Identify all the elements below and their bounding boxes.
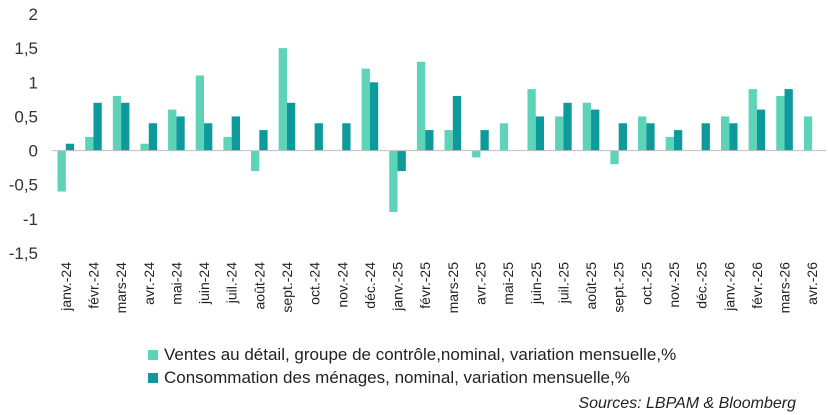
bar-series-2 (314, 123, 323, 151)
bar-series-2 (756, 109, 766, 151)
bar-series-1 (251, 150, 260, 172)
legend-item-household-consumption: Consommation des ménages, nominal, varia… (148, 366, 676, 389)
bar-series-2 (618, 123, 627, 151)
bar-series-2 (148, 123, 158, 151)
bar-series-1 (665, 136, 674, 151)
bar-series-1 (748, 89, 757, 151)
x-tick-label: juin-24 (196, 262, 212, 305)
x-tick-label: févr.-26 (749, 262, 765, 309)
bar-series-2 (397, 150, 406, 172)
bar-series-2 (204, 123, 213, 151)
bar-series-1 (168, 109, 177, 151)
y-tick-label: -1 (23, 210, 38, 229)
bar-series-2 (93, 102, 102, 151)
bar-series-1 (416, 61, 426, 151)
bar-series-1 (638, 116, 647, 151)
y-tick-label: 2 (29, 5, 38, 24)
legend: Ventes au détail, groupe de contrôle,nom… (148, 343, 676, 389)
bar-series-1 (85, 136, 94, 151)
x-tick-label: juil.-25 (555, 262, 571, 304)
x-tick-label: août-25 (583, 262, 599, 310)
bar-series-2 (65, 143, 75, 151)
x-tick-label: déc.-25 (694, 262, 710, 309)
x-tick-label: janv.-25 (390, 262, 406, 312)
bar-series-2 (121, 102, 130, 151)
x-tick-label: avr.-25 (472, 262, 488, 305)
bar-series-2 (673, 130, 683, 151)
x-tick-label: mars-24 (113, 262, 129, 314)
bar-series-2 (452, 95, 462, 151)
y-tick-label: -1,5 (9, 244, 38, 263)
bar-series-1 (361, 68, 370, 151)
bar-series-2 (259, 130, 268, 151)
bar-series-2 (342, 123, 351, 151)
x-tick-label: févr.-24 (85, 262, 101, 309)
bar-series-2 (286, 102, 296, 151)
bar-series-1 (140, 143, 149, 151)
x-tick-label: avr.-26 (804, 262, 820, 305)
x-tick-label: sept.-24 (279, 262, 295, 313)
y-tick-label: 0,5 (14, 107, 38, 126)
x-tick-label: févr.-25 (417, 262, 433, 309)
bar-series-2 (563, 102, 572, 151)
bar-series-2 (231, 116, 240, 151)
bar-series-2 (369, 82, 379, 151)
x-tick-label: oct.-24 (307, 262, 323, 305)
bar-series-2 (480, 130, 489, 151)
y-axis: -1,5 -1 -0,5 0 0,5 1 1,5 2 (9, 5, 38, 263)
legend-swatch-retail-sales (148, 349, 158, 360)
bar-series-1 (112, 95, 122, 151)
x-tick-label: juil.-24 (224, 262, 240, 304)
y-tick-label: 1,5 (14, 39, 38, 58)
x-tick-label: janv.-24 (58, 262, 74, 312)
x-axis: janv.-24 févr.-24 mars-24 avr.-24 mai-24 juin… (58, 262, 820, 314)
bar-series-1 (278, 48, 287, 151)
bar-series-2 (784, 89, 793, 151)
bar-series-1 (610, 150, 619, 165)
y-tick-label: -0,5 (9, 176, 38, 195)
y-tick-label: 0 (29, 142, 38, 161)
y-tick-label: 1 (29, 73, 38, 92)
source-note: Sources: LBPAM & Bloomberg (578, 395, 796, 412)
bar-series-2 (535, 116, 545, 151)
bar-series-1 (555, 116, 564, 151)
bar-series-2 (176, 116, 185, 151)
bar-series-1 (527, 89, 536, 151)
x-tick-label: déc.-24 (362, 262, 378, 309)
bar-series-1 (223, 136, 232, 151)
x-tick-label: janv.-26 (721, 262, 737, 312)
x-tick-label: mai-24 (168, 262, 184, 305)
x-tick-label: mars-26 (777, 262, 793, 314)
legend-item-retail-sales: Ventes au détail, groupe de contrôle,nom… (148, 343, 676, 366)
bar-series-2 (591, 109, 600, 151)
legend-label-household-consumption: Consommation des ménages, nominal, varia… (164, 367, 630, 387)
x-tick-label: août-24 (251, 262, 267, 310)
legend-swatch-household-consumption (148, 372, 158, 383)
bar-series-2 (646, 123, 655, 151)
x-tick-label: oct.-25 (638, 262, 654, 305)
x-tick-label: mars-25 (445, 262, 461, 314)
bars (57, 48, 813, 213)
bar-series-1 (720, 116, 730, 151)
bar-series-1 (499, 123, 509, 151)
bar-chart: -1,5 -1 -0,5 0 0,5 1 1,5 2 janv.-24 févr.-24 mars… (9, 5, 826, 314)
bar-series-2 (425, 130, 434, 151)
bar-series-1 (472, 150, 481, 158)
legend-label-retail-sales: Ventes au détail, groupe de contrôle,nom… (164, 344, 677, 364)
x-tick-label: avr.-24 (141, 262, 157, 305)
x-tick-label: nov.-25 (666, 262, 682, 308)
x-tick-label: mai-25 (500, 262, 516, 305)
bar-series-1 (444, 130, 453, 151)
bar-series-1 (776, 95, 785, 151)
x-tick-label: sept.-25 (611, 262, 627, 313)
bar-series-1 (57, 150, 66, 192)
bar-series-1 (582, 102, 592, 151)
x-tick-label: nov.-24 (334, 262, 350, 308)
bar-series-2 (729, 123, 738, 151)
bar-series-1 (195, 75, 205, 151)
bar-series-1 (803, 116, 813, 151)
bar-series-1 (389, 150, 398, 213)
bar-series-2 (701, 123, 710, 151)
x-tick-label: juin-25 (528, 262, 544, 305)
